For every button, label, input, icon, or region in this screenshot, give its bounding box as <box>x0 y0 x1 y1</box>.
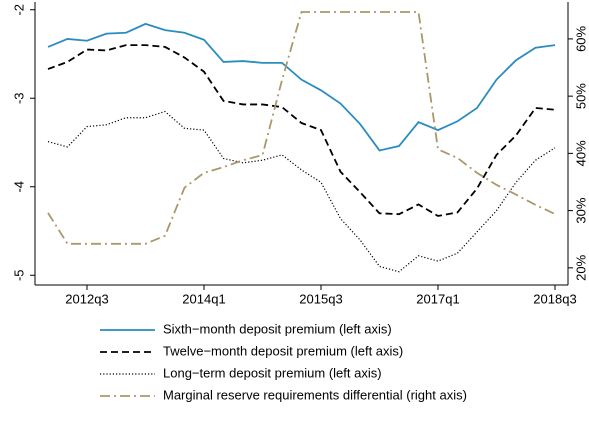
y2-tick-label: 60% <box>573 25 588 51</box>
x-tick-label: 2012q3 <box>65 291 108 306</box>
x-tick-label: 2014q1 <box>182 291 225 306</box>
x-tick-label: 2017q1 <box>416 291 459 306</box>
y-tick-label: -4 <box>11 181 26 193</box>
y2-tick-label: 30% <box>573 197 588 223</box>
y-tick-label: -3 <box>11 92 26 104</box>
series-line <box>47 22 556 152</box>
series-line <box>47 11 556 245</box>
x-tick-label: 2018q3 <box>533 291 576 306</box>
y2-tick-label: 50% <box>573 83 588 109</box>
series-line <box>47 44 556 217</box>
y-tick-label: -5 <box>11 269 26 281</box>
series-line <box>47 110 556 273</box>
y-tick-label: -2 <box>11 4 26 16</box>
legend-label: Sixth−month deposit premium (left axis) <box>163 321 392 336</box>
y2-tick-label: 20% <box>573 254 588 280</box>
legend-label: Marginal reserve requirements differenti… <box>163 387 467 402</box>
x-tick-label: 2015q3 <box>299 291 342 306</box>
y2-tick-label: 40% <box>573 140 588 166</box>
legend-label: Long−term deposit premium (left axis) <box>163 365 382 380</box>
legend-label: Twelve−month deposit premium (left axis) <box>163 343 403 358</box>
